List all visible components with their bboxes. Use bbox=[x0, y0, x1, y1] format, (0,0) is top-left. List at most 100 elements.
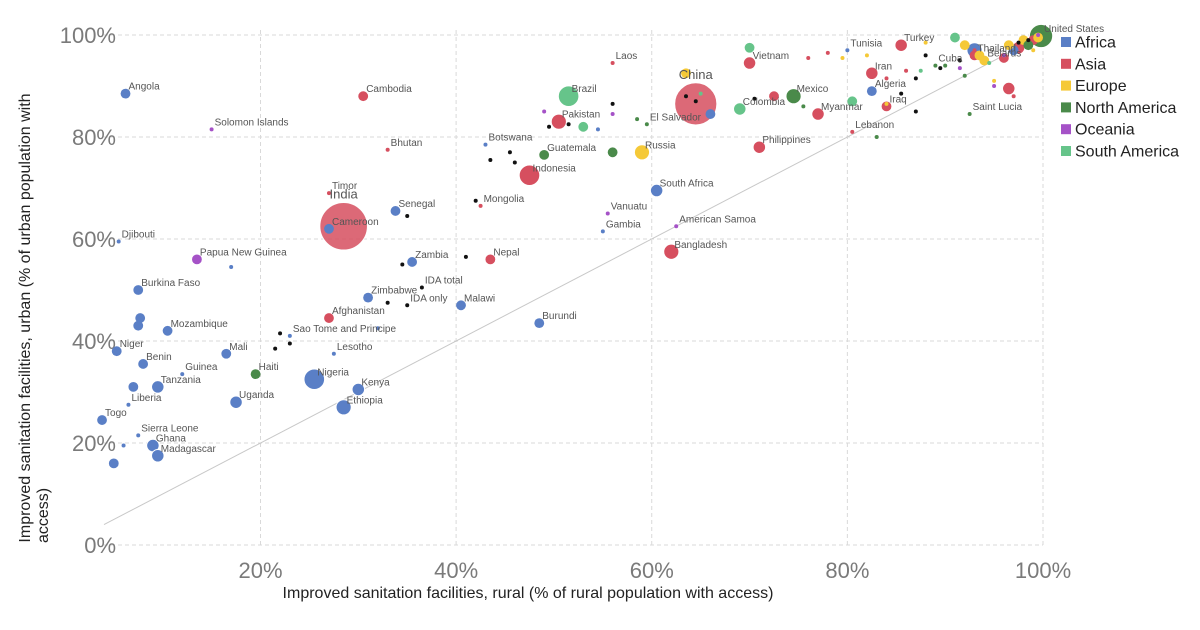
data-point-american-samoa bbox=[674, 224, 679, 229]
data-point-unlabeled bbox=[607, 147, 618, 158]
x-axis-title: Improved sanitation facilities, rural (%… bbox=[283, 585, 774, 602]
data-point-bhutan bbox=[385, 147, 390, 152]
data-point-unlabeled bbox=[899, 91, 904, 96]
point-label-angola: Angola bbox=[129, 82, 161, 93]
data-point-unlabeled bbox=[806, 55, 811, 60]
point-label-american-samoa: American Samoa bbox=[679, 214, 756, 225]
data-point-unlabeled bbox=[918, 68, 923, 73]
y-tick-label: 20% bbox=[72, 431, 116, 456]
data-point-unlabeled bbox=[972, 48, 977, 53]
y-axis-title-line: Improved sanitation facilities, urban (%… bbox=[17, 93, 34, 542]
point-label-sierra-leone: Sierra Leone bbox=[141, 423, 199, 434]
legend-swatch-oceania bbox=[1061, 124, 1071, 135]
data-point-unlabeled bbox=[884, 101, 889, 106]
point-label-sao-tome-and-principe: Sao Tome and Principe bbox=[293, 324, 397, 335]
data-point-ida-only bbox=[405, 303, 410, 308]
data-point-unlabeled bbox=[610, 101, 615, 106]
data-point-unlabeled bbox=[864, 53, 869, 58]
point-label-botswana: Botswana bbox=[488, 133, 532, 144]
point-label-cameroon: Cameroon bbox=[332, 217, 379, 228]
point-label-nepal: Nepal bbox=[493, 247, 519, 258]
data-point-unlabeled bbox=[473, 198, 478, 203]
data-point-unlabeled bbox=[874, 135, 879, 139]
legend-swatch-north-america bbox=[1061, 102, 1071, 113]
y-tick-label: 80% bbox=[72, 125, 116, 150]
data-point-unlabeled bbox=[693, 99, 698, 104]
data-point-lesotho bbox=[331, 351, 336, 356]
data-point-unlabeled bbox=[923, 53, 928, 58]
data-point-unlabeled bbox=[744, 42, 755, 53]
point-label-uganda: Uganda bbox=[239, 390, 274, 401]
point-label-india: India bbox=[330, 186, 359, 201]
point-label-togo: Togo bbox=[105, 408, 127, 419]
point-label-lebanon: Lebanon bbox=[855, 120, 894, 131]
data-point-burkina-faso bbox=[133, 285, 144, 295]
data-point-unlabeled bbox=[108, 458, 119, 469]
data-point-colombia bbox=[733, 102, 747, 116]
point-label-tanzania: Tanzania bbox=[161, 375, 201, 386]
data-point-unlabeled bbox=[974, 50, 985, 61]
data-point-cambodia bbox=[358, 91, 369, 102]
y-axis-title: Improved sanitation facilities, urban (%… bbox=[17, 93, 52, 543]
y-axis-title-line: access) bbox=[35, 488, 52, 543]
data-point-solomon-islands bbox=[209, 127, 214, 132]
data-point-unlabeled bbox=[488, 157, 493, 162]
point-label-cambodia: Cambodia bbox=[366, 84, 412, 95]
point-label-algeria: Algeria bbox=[875, 79, 907, 90]
point-label-united-states: United States bbox=[1044, 24, 1104, 35]
data-point-unlabeled bbox=[1033, 32, 1044, 43]
data-point-unlabeled bbox=[400, 262, 405, 267]
data-point-unlabeled bbox=[1031, 48, 1036, 53]
point-label-djibouti: Djibouti bbox=[122, 230, 155, 241]
legend-swatch-asia bbox=[1061, 58, 1071, 69]
data-point-brazil bbox=[557, 85, 580, 107]
data-point-unlabeled bbox=[366, 295, 371, 300]
data-point-unlabeled bbox=[904, 68, 909, 73]
data-point-unlabeled bbox=[698, 91, 703, 96]
point-label-solomon-islands: Solomon Islands bbox=[215, 117, 289, 128]
data-point-unlabeled bbox=[943, 63, 948, 68]
point-label-lesotho: Lesotho bbox=[337, 342, 373, 353]
point-label-south-africa: South Africa bbox=[660, 179, 714, 190]
data-point-botswana bbox=[483, 142, 488, 147]
data-point-unlabeled bbox=[133, 320, 144, 331]
data-point-unlabeled bbox=[1001, 53, 1006, 58]
point-label-tunisia: Tunisia bbox=[850, 38, 882, 49]
data-point-algeria bbox=[866, 86, 877, 96]
point-label-colombia: Colombia bbox=[743, 97, 786, 108]
data-point-ida-total bbox=[419, 285, 424, 290]
point-label-ethiopia: Ethiopia bbox=[347, 395, 384, 406]
data-point-unlabeled bbox=[1016, 40, 1021, 45]
point-label-pakistan: Pakistan bbox=[562, 110, 600, 121]
legend-label-africa: Africa bbox=[1075, 35, 1116, 52]
point-label-afghanistan: Afghanistan bbox=[332, 306, 385, 317]
point-label-burundi: Burundi bbox=[542, 311, 576, 322]
data-point-cuba bbox=[933, 63, 938, 68]
legend-label-asia: Asia bbox=[1075, 56, 1106, 73]
data-point-unlabeled bbox=[121, 443, 126, 448]
data-point-unlabeled bbox=[1023, 40, 1034, 51]
point-label-bangladesh: Bangladesh bbox=[674, 240, 727, 251]
point-label-iran: Iran bbox=[875, 61, 892, 72]
point-label-guatemala: Guatemala bbox=[547, 143, 596, 154]
data-point-myanmar bbox=[811, 107, 825, 121]
point-label-mali: Mali bbox=[229, 342, 247, 353]
data-point-sierra-leone bbox=[136, 433, 141, 438]
point-label-zambia: Zambia bbox=[415, 250, 449, 261]
point-label-vietnam: Vietnam bbox=[753, 51, 790, 62]
data-point-south-africa bbox=[649, 183, 664, 198]
data-point-liberia bbox=[126, 402, 131, 407]
data-point-unlabeled bbox=[463, 254, 468, 259]
point-label-cuba: Cuba bbox=[938, 54, 962, 65]
data-point-russia bbox=[633, 144, 651, 161]
data-point-pakistan bbox=[550, 113, 567, 130]
data-point-unlabeled bbox=[610, 112, 615, 117]
legend: Africa Asia Europe North America Oceania Sout… bbox=[1061, 35, 1179, 161]
data-point-saint-lucia bbox=[967, 112, 972, 117]
data-point-vietnam bbox=[742, 56, 757, 70]
data-point-unlabeled bbox=[992, 84, 997, 88]
data-point-el-salvador bbox=[644, 122, 649, 127]
data-point-unlabeled bbox=[128, 382, 139, 392]
gridlines bbox=[104, 30, 1044, 546]
